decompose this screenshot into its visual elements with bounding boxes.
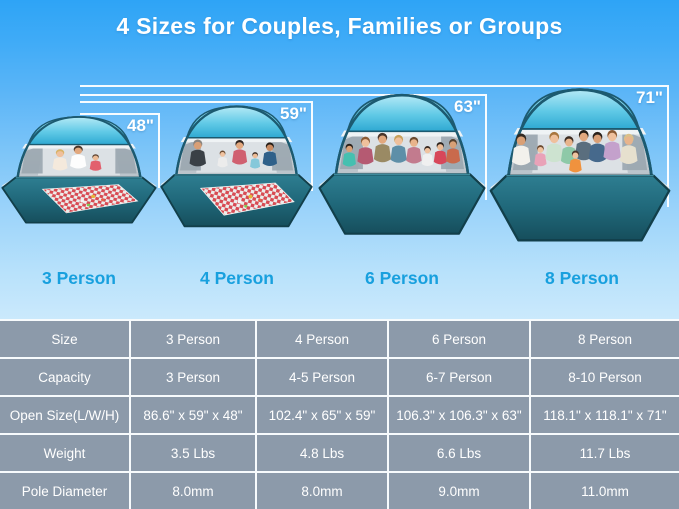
- spec-cell-pole-diameter-2: 8.0mm: [257, 473, 387, 509]
- spec-cell-pole-diameter-1: 8.0mm: [131, 473, 255, 509]
- spec-cell-size-2: 4 Person: [257, 321, 387, 357]
- measure-bracket-48in: [80, 113, 160, 188]
- spec-cell-open-size-l-w-h-1: 86.6" x 59" x 48": [131, 397, 255, 433]
- spec-table: Size 3 Person 4 Person 6 Person 8 Person Capa…: [0, 319, 679, 509]
- spec-cell-pole-diameter-4: 11.0mm: [531, 473, 679, 509]
- spec-cell-size-3: 6 Person: [389, 321, 529, 357]
- tent-photo-3-person: [0, 113, 158, 226]
- spec-cell-open-size-l-w-h-2: 102.4" x 65" x 59": [257, 397, 387, 433]
- tent-photo-6-person: [317, 90, 487, 238]
- spec-cell-pole-diameter-3: 9.0mm: [389, 473, 529, 509]
- spec-cell-capacity-1: 3 Person: [131, 359, 255, 395]
- infographic-title: 4 Sizes for Couples, Families or Groups: [116, 13, 563, 39]
- spec-cell-capacity-2: 4-5 Person: [257, 359, 387, 395]
- spec-cell-open-size-l-w-h-3: 106.3" x 106.3" x 63": [389, 397, 529, 433]
- spec-cell-capacity-4: 8-10 Person: [531, 359, 679, 395]
- spec-cell-capacity-3: 6-7 Person: [389, 359, 529, 395]
- height-label-8-person: 71": [636, 88, 663, 107]
- spec-row-label-capacity: Capacity: [0, 359, 129, 395]
- spec-cell-size-4: 8 Person: [531, 321, 679, 357]
- person-label-6: 6 Person: [365, 268, 439, 288]
- person-label-8: 8 Person: [545, 268, 619, 288]
- spec-cell-weight-3: 6.6 Lbs: [389, 435, 529, 471]
- person-label-4: 4 Person: [200, 268, 274, 288]
- person-label-3: 3 Person: [42, 268, 116, 288]
- measure-bracket-63in: [80, 94, 487, 200]
- spec-cell-weight-1: 3.5 Lbs: [131, 435, 255, 471]
- measure-bracket-71in: [80, 85, 669, 207]
- spec-cell-size-1: 3 Person: [131, 321, 255, 357]
- spec-cell-weight-4: 11.7 Lbs: [531, 435, 679, 471]
- measure-bracket-59in: [80, 101, 313, 191]
- spec-cell-weight-2: 4.8 Lbs: [257, 435, 387, 471]
- spec-cell-open-size-l-w-h-4: 118.1" x 118.1" x 71": [531, 397, 679, 433]
- spec-row-label-open-size-l-w-h: Open Size(L/W/H): [0, 397, 129, 433]
- height-label-6-person: 63": [454, 97, 481, 116]
- tent-photo-8-person: [488, 84, 672, 245]
- height-label-4-person: 59": [280, 104, 307, 123]
- tent-photo-4-person: [159, 102, 314, 230]
- spec-row-label-weight: Weight: [0, 435, 129, 471]
- height-label-3-person: 48": [127, 116, 154, 135]
- spec-row-label-size: Size: [0, 321, 129, 357]
- spec-row-label-pole-diameter: Pole Diameter: [0, 473, 129, 509]
